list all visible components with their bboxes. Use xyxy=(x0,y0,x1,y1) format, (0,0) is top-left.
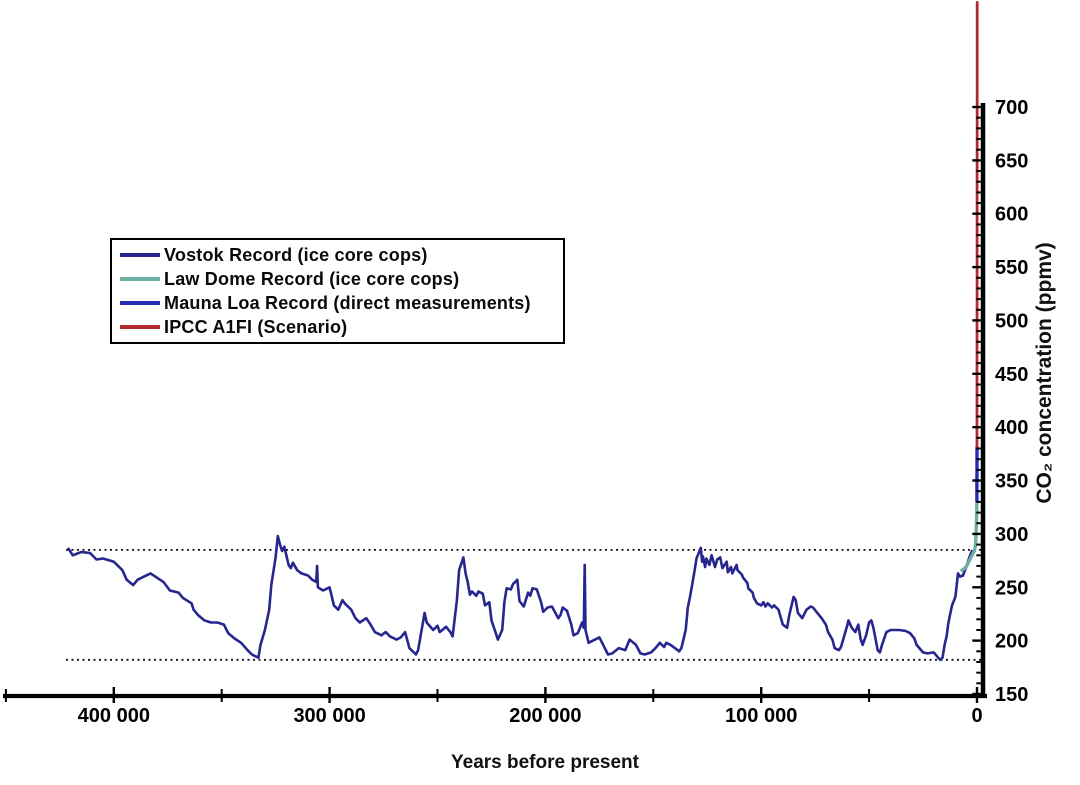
y-tick-label-200: 200 xyxy=(995,631,1028,653)
y-tick-label-650: 650 xyxy=(995,150,1028,172)
legend-line-sample-law-dome xyxy=(120,277,160,281)
legend-item-mauna-loa: Mauna Loa Record (direct measurements) xyxy=(112,291,563,315)
legend-item-vostok: Vostok Record (ice core cops) xyxy=(112,243,563,267)
legend-label-ipcc: IPCC A1FI (Scenario) xyxy=(164,316,348,337)
y-tick-label-300: 300 xyxy=(995,524,1028,546)
x-tick-label-200000: 200 000 xyxy=(509,705,581,727)
legend-item-ipcc: IPCC A1FI (Scenario) xyxy=(112,315,563,339)
x-axis-title: Years before present xyxy=(451,752,640,773)
y-tick-label-400: 400 xyxy=(995,417,1028,439)
legend-label-law-dome: Law Dome Record (ice core cops) xyxy=(164,268,460,289)
legend: Vostok Record (ice core cops) Law Dome R… xyxy=(110,238,565,344)
series-line-law-dome xyxy=(960,499,979,572)
legend-label-mauna-loa: Mauna Loa Record (direct measurements) xyxy=(164,292,531,313)
y-tick-label-700: 700 xyxy=(995,97,1028,119)
legend-line-sample-mauna-loa xyxy=(120,301,160,305)
x-axis-tick-labels: 400 000 300 000 200 000 100 000 0 xyxy=(78,705,983,727)
legend-line-sample-vostok xyxy=(120,253,160,257)
y-tick-label-250: 250 xyxy=(995,577,1028,599)
x-tick-label-400000: 400 000 xyxy=(78,705,150,727)
y-tick-label-550: 550 xyxy=(995,257,1028,279)
legend-label-vostok: Vostok Record (ice core cops) xyxy=(164,244,428,265)
y-tick-label-450: 450 xyxy=(995,364,1028,386)
legend-line-sample-ipcc xyxy=(120,325,160,329)
x-axis: 400 000 300 000 200 000 100 000 0 xyxy=(3,687,987,727)
x-tick-label-0: 0 xyxy=(971,705,982,727)
series-line-vostok xyxy=(67,534,975,662)
x-tick-label-100000: 100 000 xyxy=(725,705,797,727)
x-tick-label-300000: 300 000 xyxy=(293,705,365,727)
legend-item-law-dome: Law Dome Record (ice core cops) xyxy=(112,267,563,291)
y-tick-label-150: 150 xyxy=(995,684,1028,706)
y-tick-label-500: 500 xyxy=(995,310,1028,332)
y-axis: 150 200 250 300 350 400 450 500 550 600 650 700 xyxy=(972,97,1028,706)
y-tick-label-600: 600 xyxy=(995,204,1028,226)
y-axis-tick-labels: 150 200 250 300 350 400 450 500 550 600 650 700 xyxy=(995,97,1028,706)
y-axis-title: CO₂ concentration (ppmv) xyxy=(1033,242,1056,503)
reference-lines xyxy=(66,549,981,661)
y-tick-label-350: 350 xyxy=(995,471,1028,493)
y-axis-ticks xyxy=(972,105,981,696)
